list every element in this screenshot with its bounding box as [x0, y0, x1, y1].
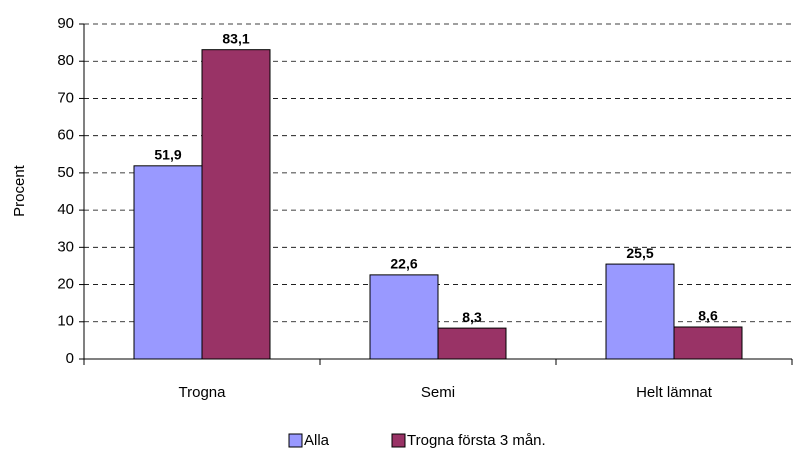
- y-tick-label: 0: [66, 350, 74, 367]
- y-tick-label: 60: [57, 127, 74, 144]
- y-tick-label: 20: [57, 276, 74, 293]
- bar: [133, 165, 203, 360]
- y-tick-label: 90: [57, 15, 74, 32]
- bar: [437, 327, 507, 360]
- y-tick-label: 70: [57, 89, 74, 106]
- data-label: 22,6: [390, 256, 417, 272]
- y-tick-label: 40: [57, 201, 74, 218]
- data-label: 8,6: [698, 308, 718, 324]
- data-label: 25,5: [626, 245, 653, 261]
- bar: [201, 49, 271, 360]
- legend-label: Alla: [304, 432, 330, 449]
- legend-swatch: [288, 433, 303, 448]
- bar: [369, 274, 439, 360]
- y-tick-label: 80: [57, 52, 74, 69]
- legend-swatch: [391, 433, 406, 448]
- data-label: 8,3: [462, 309, 482, 325]
- bar: [673, 326, 743, 360]
- data-label: 51,9: [154, 147, 181, 163]
- y-tick-label: 10: [57, 313, 74, 330]
- x-tick-label: Helt lämnat: [636, 384, 713, 401]
- y-tick-label: 50: [57, 164, 74, 181]
- y-axis-label: Procent: [11, 164, 28, 217]
- legend-label: Trogna första 3 mån.: [407, 432, 546, 449]
- x-tick-label: Trogna: [179, 384, 227, 401]
- bar: [605, 263, 675, 360]
- y-tick-label: 30: [57, 238, 74, 255]
- data-label: 83,1: [222, 30, 249, 46]
- x-tick-label: Semi: [421, 384, 455, 401]
